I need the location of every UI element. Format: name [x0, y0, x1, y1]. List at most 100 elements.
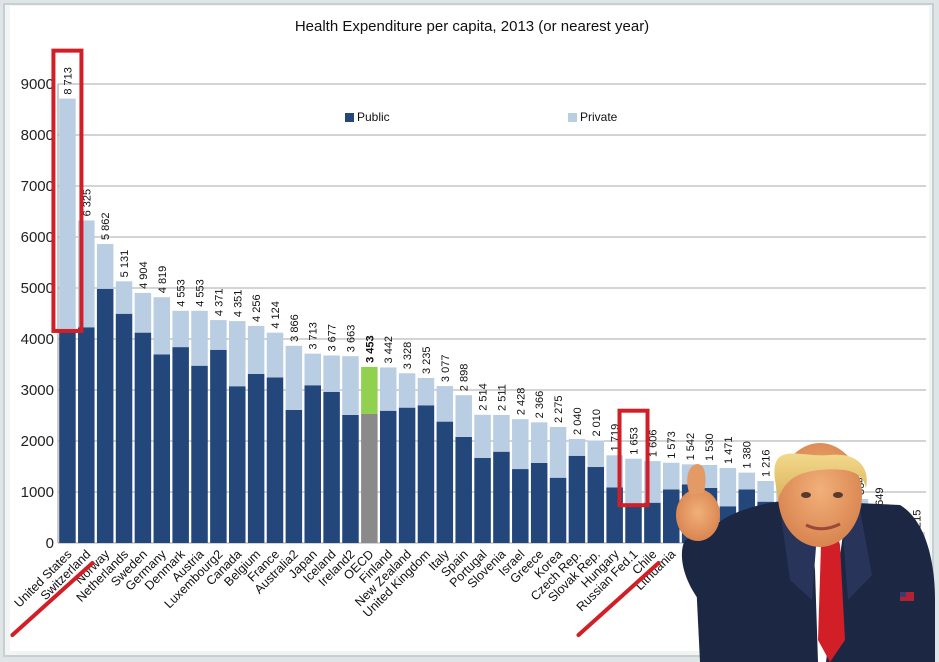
y-axis-ticks: 0 1000 2000 3000 4000 5000 6000 7000 8000 9000	[21, 76, 54, 552]
bar-public	[417, 405, 435, 543]
bar-private	[247, 325, 265, 374]
value-label: 2 275	[553, 395, 565, 423]
bar-private	[285, 345, 303, 410]
value-label: 1 573	[666, 431, 678, 459]
value-label: 3 442	[383, 336, 395, 364]
legend-label-public: Public	[357, 110, 390, 124]
bar-public	[172, 347, 189, 543]
value-label: 1 216	[761, 449, 773, 477]
bar-public	[455, 436, 472, 543]
y-tick-label: 7000	[21, 178, 54, 195]
bar-public	[96, 288, 114, 543]
value-label: 2 428	[515, 388, 527, 416]
bar-public	[115, 313, 133, 543]
bar-private	[474, 414, 491, 458]
bar-private	[493, 414, 510, 452]
strike-line	[576, 561, 661, 637]
thumb-up-icon	[687, 464, 706, 495]
chart-title: Health Expenditure per capita, 2013 (or …	[295, 18, 649, 35]
legend-label-private: Private	[580, 110, 618, 124]
bar-private	[757, 480, 774, 502]
lapel-right	[842, 510, 872, 600]
value-label: 3 677	[327, 324, 339, 352]
bar-private	[115, 281, 133, 314]
bar-public	[153, 354, 171, 543]
value-label: 5 131	[119, 250, 131, 278]
bar-public	[512, 469, 529, 543]
y-tick-label: 5000	[21, 280, 54, 297]
bar-private	[172, 310, 189, 348]
bar-private	[663, 462, 680, 490]
bar-public	[134, 332, 152, 543]
bar-private	[738, 472, 755, 490]
bar-private	[304, 353, 321, 386]
bar-private	[153, 297, 171, 355]
bar-public	[436, 421, 454, 543]
bar-public	[568, 455, 586, 543]
bar-public	[379, 410, 397, 543]
bar-private	[398, 373, 416, 408]
bar-public	[474, 457, 491, 543]
value-label: 2 010	[591, 409, 603, 437]
y-tick-label: 3000	[21, 382, 54, 399]
bar-public	[191, 365, 208, 543]
value-label: 3 077	[440, 355, 452, 383]
bar-private	[229, 321, 246, 387]
value-label: 2 366	[534, 391, 546, 419]
bar-public	[361, 413, 378, 543]
value-label: 4 904	[138, 261, 150, 289]
bar-public	[229, 386, 246, 543]
y-tick-label: 1000	[21, 484, 54, 501]
value-label: 4 371	[213, 289, 225, 317]
y-tick-label: 6000	[21, 229, 54, 246]
bar-public	[644, 502, 661, 543]
value-label: 4 256	[251, 294, 263, 322]
raised-arm	[681, 530, 760, 620]
bar-public	[247, 373, 265, 543]
value-label: 4 819	[157, 266, 169, 294]
tie	[818, 528, 845, 662]
suit	[695, 500, 935, 662]
flag-pin-icon	[900, 592, 914, 601]
highlight-box	[617, 408, 650, 508]
value-label: 1 606	[647, 430, 659, 458]
value-label: 5 862	[100, 213, 112, 241]
bar-private	[266, 332, 284, 378]
value-label: 2 898	[459, 364, 471, 392]
bar-public	[587, 467, 605, 543]
bar-private	[379, 367, 397, 411]
fist	[676, 489, 720, 541]
value-label: 1 380	[742, 441, 754, 469]
value-label: 1 471	[723, 436, 735, 464]
value-label: 3 235	[421, 346, 433, 374]
value-label: 3 453	[364, 335, 376, 363]
bar-private	[134, 292, 152, 333]
value-label: 2 511	[496, 384, 508, 411]
bar-public	[398, 407, 416, 543]
y-tick-label: 2000	[21, 433, 54, 450]
value-label: 649	[874, 488, 886, 506]
smile	[805, 522, 841, 531]
y-tick-label: 9000	[21, 76, 54, 93]
bar-public	[304, 385, 321, 543]
red-annotations	[10, 48, 661, 637]
bar-public	[530, 462, 548, 543]
bar-public	[549, 477, 567, 543]
y-tick-label: 0	[46, 535, 54, 552]
value-label: 3 663	[345, 325, 357, 353]
bar-private	[59, 98, 76, 329]
bar-private	[342, 356, 359, 415]
bar-private	[96, 244, 114, 289]
bar-private	[530, 422, 548, 463]
bar-public	[493, 451, 510, 543]
value-label: 2 514	[478, 383, 490, 411]
bar-private	[568, 438, 586, 456]
bar-public	[342, 414, 359, 543]
value-label: 1 653	[629, 427, 641, 455]
strike-line	[10, 561, 95, 637]
value-label: 2 040	[572, 407, 584, 435]
highlight-box	[51, 48, 84, 333]
eye-left	[801, 492, 811, 498]
photo-overlay	[676, 443, 935, 662]
bar-public	[78, 327, 95, 543]
